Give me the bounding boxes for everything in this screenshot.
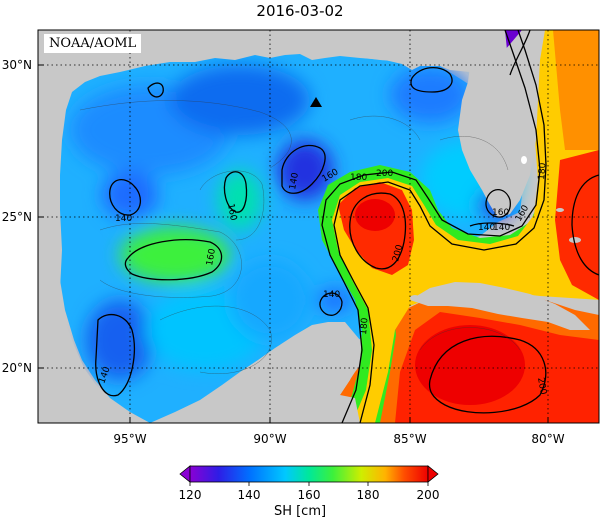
axis-ticks [38, 64, 549, 423]
central-america [310, 395, 360, 423]
contour-label: 200 [376, 169, 393, 179]
colorbar-tick-label: 180 [356, 488, 380, 502]
contour-label: 180 [537, 162, 548, 180]
caribbean-core [415, 325, 525, 405]
cuba-island [410, 282, 590, 330]
contour-label: 200 [391, 243, 405, 262]
eddy-core [355, 199, 395, 231]
map-frame [37, 29, 600, 424]
longitude-label: 80°W [531, 432, 565, 446]
graticule [38, 30, 599, 423]
contour-label: 140 [478, 223, 495, 233]
longitude-label: 90°W [253, 432, 287, 446]
contour-label: 160 [205, 248, 218, 267]
longitude-label: 95°W [113, 432, 147, 446]
florida-peninsula [458, 30, 545, 218]
atlantic-orange [553, 30, 599, 150]
contour-label: 200 [535, 377, 548, 396]
bahamas-island [556, 208, 564, 212]
colorbar-label: SH [cm] [273, 504, 327, 519]
contour-label: 160 [492, 208, 509, 218]
latitude-label: 20°N [1, 361, 32, 375]
contour-label: 140 [493, 223, 510, 233]
contour-label: 180 [350, 173, 367, 183]
colorbar [179, 465, 439, 486]
latitude-label: 30°N [1, 58, 32, 72]
island [410, 295, 420, 301]
contour-label: 180 [359, 317, 370, 335]
station-marker-icon [310, 97, 322, 107]
colorbar-tick-label: 200 [416, 488, 440, 502]
data-source-credit: NOAA/AOML [44, 34, 142, 53]
us-gulf-coast [38, 30, 599, 423]
bahamas-island [569, 237, 581, 243]
longitude-label: 85°W [393, 432, 427, 446]
contour-lines [95, 30, 599, 423]
latitude-label: 25°N [1, 210, 32, 224]
colorbar-tick-label: 140 [237, 488, 261, 502]
atlantic-warm-pool [555, 150, 599, 300]
contour-label: 160 [225, 203, 238, 222]
map-title: 2016-03-02 [256, 2, 344, 20]
colorbar-tick-label: 120 [178, 488, 202, 502]
colorbar-tick-label: 160 [297, 488, 321, 502]
contour-label: 140 [115, 214, 132, 224]
contour-labels: 140 160 140 160 180 200 160 180 140 160 … [97, 162, 548, 396]
contour-label: 140 [323, 290, 340, 300]
lake-okeechobee [521, 156, 527, 164]
contour-label: 140 [288, 172, 301, 191]
yucatan-peninsula [150, 322, 360, 423]
